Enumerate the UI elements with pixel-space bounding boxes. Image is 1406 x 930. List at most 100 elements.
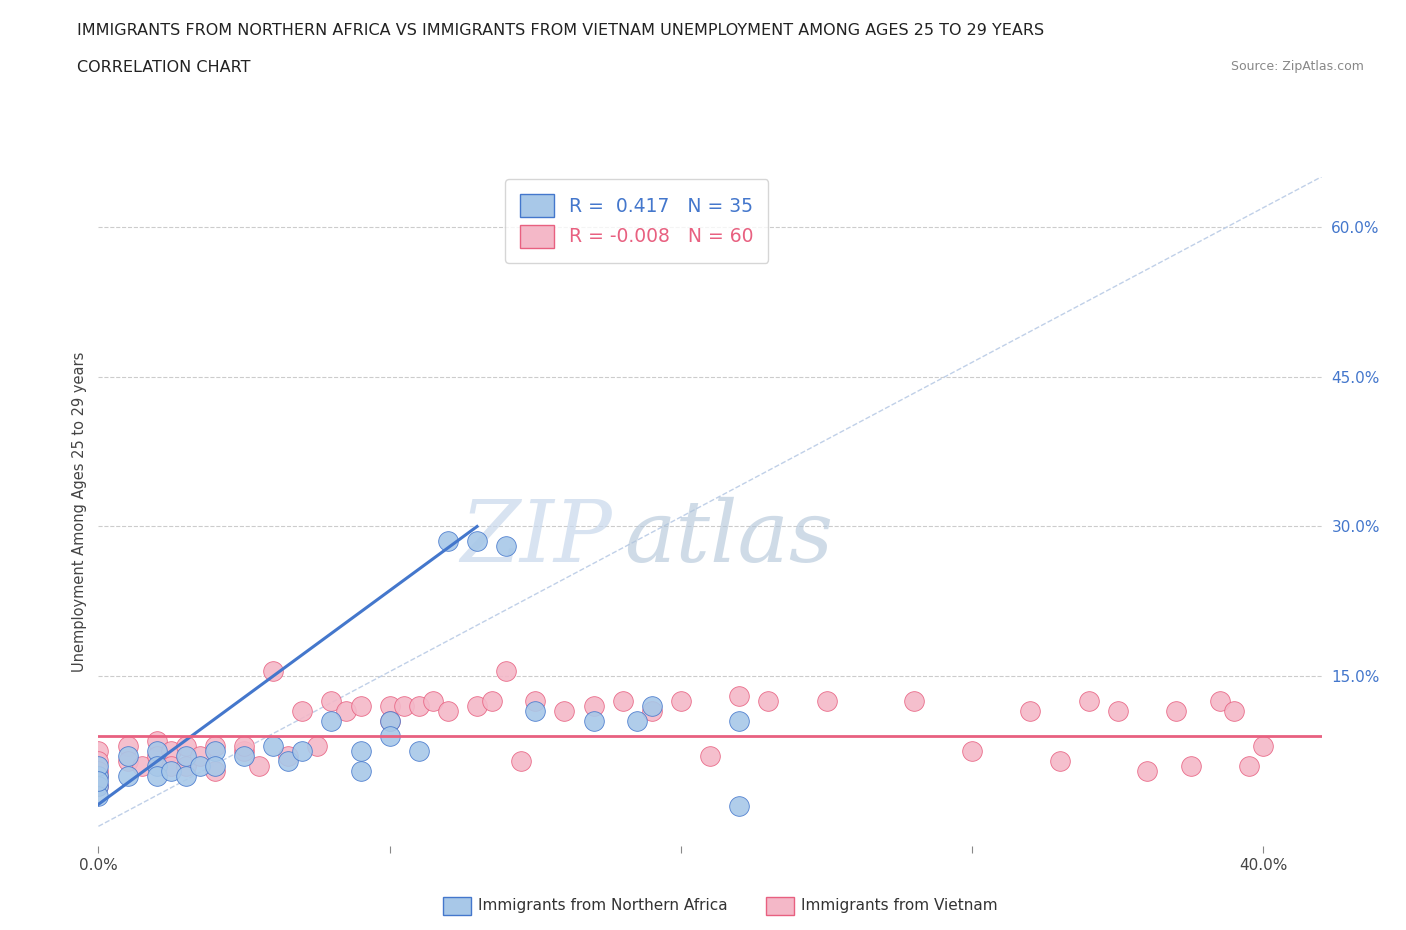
Point (87, 759, 110, 774)
Point (277, 754, 299, 769)
Point (233, 749, 256, 764)
Point (160, 764, 183, 778)
Point (145, 749, 167, 764)
Point (321, 714, 343, 729)
Point (335, 704, 357, 719)
Point (378, 714, 401, 729)
Point (481, 694, 503, 709)
Point (815, 694, 838, 709)
Legend: R =  0.417   N = 35, R = -0.008   N = 60: R = 0.417 N = 35, R = -0.008 N = 60 (505, 179, 768, 262)
Text: CORRELATION CHART: CORRELATION CHART (77, 60, 250, 75)
Point (378, 714, 401, 729)
Point (233, 744, 256, 759)
Text: IMMIGRANTS FROM NORTHERN AFRICA VS IMMIGRANTS FROM VIETNAM UNEMPLOYMENT AMONG AG: IMMIGRANTS FROM NORTHERN AFRICA VS IMMIG… (77, 23, 1045, 38)
Point (262, 739, 284, 754)
Point (145, 744, 167, 759)
Point (174, 769, 197, 784)
Point (378, 699, 401, 714)
Point (1180, 759, 1202, 774)
Point (87, 769, 110, 784)
Point (204, 739, 226, 754)
Point (641, 699, 664, 714)
Point (524, 694, 547, 709)
Point (87, 744, 110, 759)
Point (131, 759, 153, 774)
Point (728, 799, 751, 814)
Point (117, 739, 139, 754)
Point (262, 664, 284, 679)
Point (437, 534, 460, 549)
Point (349, 744, 371, 759)
Point (174, 739, 197, 754)
Point (87, 754, 110, 769)
Point (117, 754, 139, 769)
Point (305, 739, 328, 754)
Point (756, 694, 779, 709)
Point (465, 699, 488, 714)
Point (408, 744, 430, 759)
Point (87, 764, 110, 778)
Point (524, 704, 547, 719)
Point (204, 764, 226, 778)
Point (669, 694, 692, 709)
Point (145, 769, 167, 784)
Point (160, 759, 183, 774)
Point (87, 769, 110, 784)
Point (87, 774, 110, 789)
Point (582, 714, 605, 729)
Text: atlas: atlas (624, 497, 834, 579)
Point (699, 749, 721, 764)
Point (117, 749, 139, 764)
Point (247, 759, 270, 774)
Point (291, 744, 314, 759)
Point (174, 759, 197, 774)
Point (188, 759, 212, 774)
Point (378, 729, 401, 744)
Point (641, 704, 664, 719)
Point (87, 789, 110, 804)
Point (233, 739, 256, 754)
Point (728, 689, 751, 704)
Point (392, 699, 416, 714)
Point (1019, 704, 1042, 719)
Text: Immigrants from Vietnam: Immigrants from Vietnam (801, 898, 998, 913)
Point (87, 779, 110, 794)
Point (1223, 704, 1246, 719)
Point (277, 749, 299, 764)
Point (422, 694, 444, 709)
Point (1136, 764, 1159, 778)
Point (495, 664, 517, 679)
Point (349, 699, 371, 714)
Text: ZIP: ZIP (460, 497, 612, 579)
Point (509, 754, 531, 769)
Point (960, 744, 983, 759)
Point (349, 764, 371, 778)
Point (1208, 694, 1232, 709)
Point (1077, 694, 1099, 709)
Point (321, 694, 343, 709)
Point (204, 744, 226, 759)
Y-axis label: Unemployment Among Ages 25 to 29 years: Unemployment Among Ages 25 to 29 years (72, 352, 87, 671)
Point (204, 759, 226, 774)
Point (437, 704, 460, 719)
Point (728, 714, 751, 729)
Point (87, 779, 110, 794)
Point (903, 694, 925, 709)
Point (626, 714, 648, 729)
Point (1237, 759, 1260, 774)
Point (612, 694, 634, 709)
Point (174, 749, 197, 764)
Point (1107, 704, 1129, 719)
Point (291, 704, 314, 719)
Point (495, 539, 517, 554)
Text: Immigrants from Northern Africa: Immigrants from Northern Africa (478, 898, 728, 913)
Point (465, 534, 488, 549)
Point (145, 734, 167, 749)
Point (1253, 739, 1275, 754)
Text: Source: ZipAtlas.com: Source: ZipAtlas.com (1230, 60, 1364, 73)
Point (117, 769, 139, 784)
Point (582, 699, 605, 714)
Point (553, 704, 575, 719)
Point (1164, 704, 1187, 719)
Point (188, 749, 212, 764)
